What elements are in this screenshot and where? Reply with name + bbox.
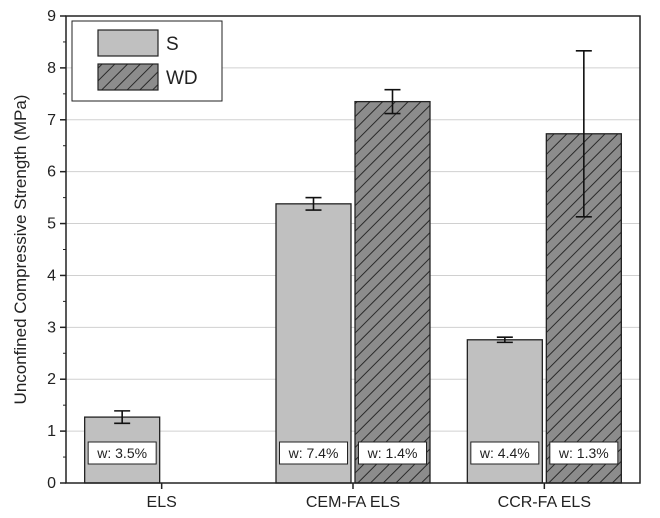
y-axis: 0 1 2 3 4 5 6 7 8 9 [47,8,66,492]
gridlines [66,67,640,432]
y-tick-label: 2 [47,371,56,388]
y-tick-label: 6 [47,164,56,181]
y-axis-label: Unconfined Compressive Strength (MPa) [11,95,30,405]
moisture-label-box [549,441,619,465]
moisture-label-box [470,441,540,465]
y-tick-label: 8 [47,60,56,77]
moisture-label: w: 1.3% [558,445,609,461]
y-tick-label: 4 [47,267,56,284]
y-tick-label: 0 [47,475,56,492]
x-tick-label: CCR-FA ELS [498,494,591,511]
legend-label-wd: WD [166,68,198,89]
bars [84,100,622,484]
moisture-label: w: 4.4% [479,445,530,461]
y-tick-label: 7 [47,112,56,129]
x-axis: ELS CEM-FA ELS CCR-FA ELS [147,483,591,511]
error-bars [114,49,592,425]
legend-swatch-wd [97,63,159,91]
x-tick-label: CEM-FA ELS [306,494,400,511]
y-tick-label: 1 [47,423,56,440]
moisture-label: w: 3.5% [96,445,147,461]
y-tick-label: 9 [47,8,56,25]
y-tick-label: 3 [47,319,56,336]
moisture-label: w: 1.4% [367,445,418,461]
moisture-label-box [279,441,348,465]
legend-swatch-s [97,29,159,57]
moisture-label-box [87,441,157,465]
legend: S WD [71,20,223,102]
moisture-label-box [358,441,427,465]
bar-s-cem-fa-els [275,203,352,484]
moisture-label: w: 7.4% [288,445,339,461]
y-tick-label: 5 [47,216,56,233]
legend-label-s: S [166,34,179,55]
x-tick-label: ELS [147,494,177,511]
moisture-labels: w: 3.5% w: 7.4% w: 1.4% w: 4.4% w: 1.3% [87,441,619,465]
bar-wd-cem-fa-els [354,100,431,484]
